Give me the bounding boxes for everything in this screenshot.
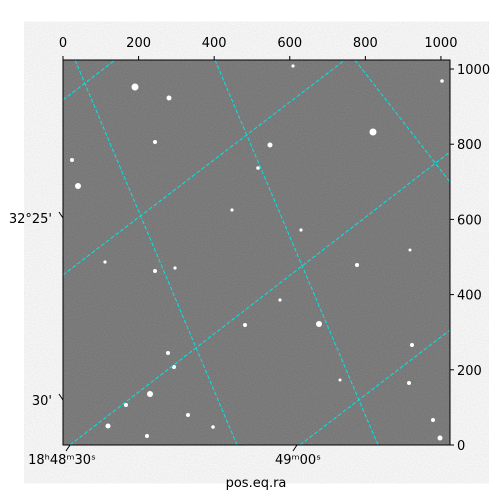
dec-label: 32°25' <box>9 212 52 227</box>
wcs-ticks <box>58 211 298 452</box>
ra-grid-line <box>354 59 451 183</box>
dec-grid-line <box>299 329 451 446</box>
x-tick-label: 0 <box>59 36 67 51</box>
ra-label: 49ᵐ00ˢ <box>275 453 321 468</box>
y-tick-label: 1000 <box>457 63 490 78</box>
dec-grid-line <box>62 59 346 276</box>
x-tick-label: 1000 <box>424 36 457 51</box>
y-tick-label: 200 <box>457 364 482 379</box>
x-tick-label: 400 <box>202 36 227 51</box>
x-axis-label: pos.eq.ra <box>226 476 287 491</box>
ra-grid-line <box>214 59 379 446</box>
y-tick-label: 400 <box>457 289 482 304</box>
y-tick-label: 600 <box>457 213 482 228</box>
dec-label: 30' <box>32 394 52 409</box>
y-tick-label: 0 <box>457 439 465 454</box>
ra-grid-line <box>74 59 238 446</box>
y-tick-label: 800 <box>457 138 482 153</box>
x-tick-label: 200 <box>126 36 151 51</box>
image-noise <box>63 60 450 445</box>
plot-frame <box>62 59 451 446</box>
ra-label: 18ʰ48ᵐ30ˢ <box>28 453 96 468</box>
dec-grid-line <box>62 59 116 101</box>
dec-grid-line <box>69 151 451 446</box>
x-tick-label: 600 <box>277 36 302 51</box>
x-tick-label: 800 <box>353 36 378 51</box>
coordinate-grid <box>62 59 451 446</box>
stars <box>70 64 444 441</box>
